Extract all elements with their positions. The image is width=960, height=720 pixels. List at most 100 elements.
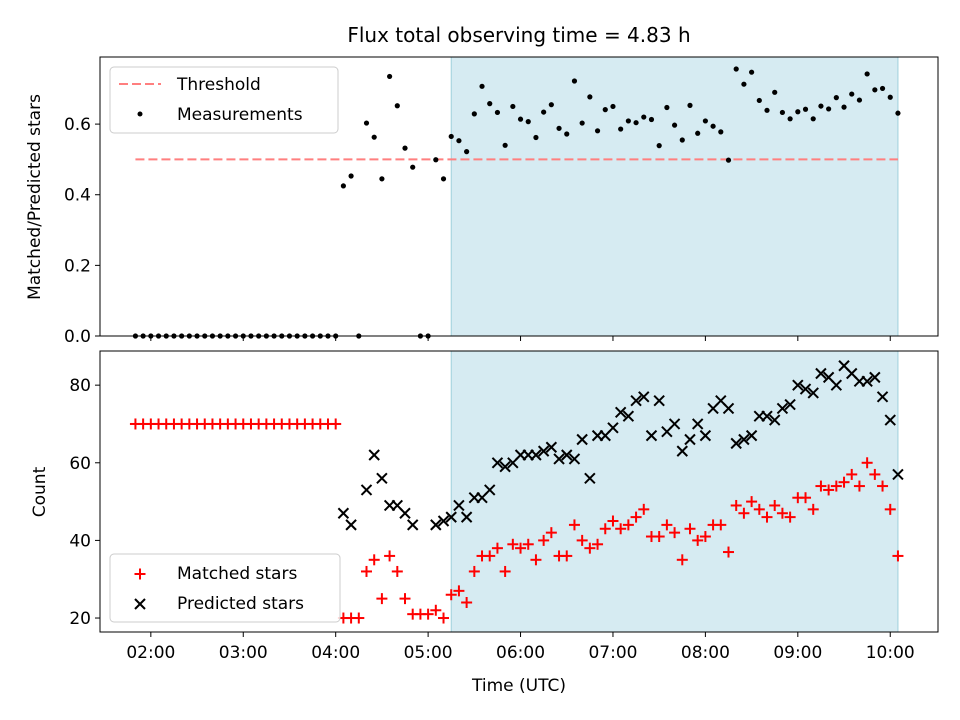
x-tick-label: 06:00: [496, 643, 545, 663]
predicted-star-point: [445, 511, 457, 523]
matched-star-point: [515, 542, 527, 554]
observing-window-shade: [450, 56, 899, 337]
predicted-star-point: [876, 391, 889, 403]
x-tick-label: 09:00: [773, 643, 822, 663]
predicted-star-point: [460, 511, 473, 523]
matched-star-point: [776, 507, 788, 519]
predicted-star-point: [730, 437, 742, 450]
predicted-star-point: [368, 449, 380, 461]
matched-star-point: [484, 550, 496, 562]
measurement-point: [410, 164, 416, 170]
measurement-point: [695, 130, 701, 136]
matched-star-point: [376, 593, 388, 605]
matched-star-point: [815, 480, 827, 492]
matched-star-point: [723, 546, 734, 558]
matched-star-point: [592, 538, 604, 550]
measurement-point: [841, 104, 847, 110]
measurement-point: [387, 73, 393, 80]
predicted-star-point: [691, 418, 704, 430]
measurement-point: [856, 97, 863, 103]
predicted-star-point: [576, 433, 588, 446]
predicted-star-point: [769, 414, 781, 426]
matched-star-point: [561, 550, 573, 562]
measurement-point: [749, 69, 755, 75]
matched-star-point: [738, 507, 750, 519]
predicted-star-point: [861, 375, 873, 387]
measurement-point: [648, 116, 655, 123]
count-panel: 20 40 60 80 02:00 03:00 04:00 05:00 06:00 07:00 08…: [30, 350, 939, 696]
measurement-point: [679, 137, 685, 143]
predicted-star-point: [815, 367, 827, 380]
measurement-point: [687, 102, 693, 108]
measurement-point: [494, 109, 501, 116]
predicted-star-point: [545, 441, 558, 453]
ratio-axis-ticks: 0.0 0.2 0.4 0.6: [64, 115, 891, 347]
predicted-star-point: [722, 402, 735, 415]
matched-star-point: [453, 585, 465, 597]
count-legend: Matched stars Predicted stars: [109, 553, 341, 623]
predicted-star-point: [553, 453, 565, 465]
predicted-star-point: [699, 429, 712, 442]
matched-star-point: [661, 519, 673, 531]
predicted-star-point: [668, 418, 681, 430]
measurement-point: [587, 94, 593, 100]
legend-matched-swatch: [134, 568, 146, 580]
count-y-tick-label: 60: [69, 454, 91, 474]
matched-star-point: [807, 503, 819, 515]
predicted-star-point: [761, 410, 773, 422]
matched-star-point: [599, 523, 611, 535]
predicted-star-point: [653, 394, 665, 407]
matched-star-point: [491, 542, 503, 554]
measurement-point: [718, 129, 724, 135]
measurement-point: [879, 85, 886, 92]
matched-star-point: [869, 468, 881, 480]
predicted-star-point: [807, 387, 819, 399]
predicted-star-point: [376, 472, 388, 485]
matched-star-point: [391, 565, 403, 577]
measurement-point: [895, 110, 901, 116]
matched-star-point: [622, 519, 634, 531]
measurement-point: [725, 157, 732, 163]
measurement-point: [602, 107, 608, 113]
x-tick-label: 05:00: [404, 643, 453, 663]
ratio-y-tick-label: 0.2: [64, 256, 91, 276]
measurement-point: [702, 118, 708, 124]
measurement-point: [826, 106, 832, 112]
predicted-star-point: [437, 515, 450, 527]
x-tick-label: 04:00: [311, 643, 360, 663]
x-axis-label: Time (UTC): [471, 676, 566, 696]
matched-star-point: [530, 554, 542, 566]
predicted-star-point: [676, 445, 688, 457]
matched-star-point: [330, 418, 342, 430]
matched-star-point: [761, 511, 773, 523]
observing-window-shade-lower: [450, 350, 899, 633]
measurement-point: [371, 134, 377, 140]
measurement-point: [502, 142, 508, 148]
predicted-star-point: [491, 457, 504, 469]
measurement-point: [594, 128, 601, 134]
measurement-point: [348, 173, 354, 179]
matched-stars-points: [129, 418, 904, 624]
measurement-point: [802, 106, 809, 112]
matched-star-point: [699, 531, 711, 543]
predicted-star-point: [684, 433, 696, 446]
count-y-tick-label: 80: [69, 376, 91, 396]
matched-star-point: [838, 476, 850, 488]
matched-star-point: [368, 554, 380, 566]
predicted-star-point: [645, 429, 658, 442]
measurement-point: [394, 103, 400, 109]
matched-star-point: [784, 511, 796, 523]
measurement-point: [533, 134, 539, 141]
matched-star-point: [823, 484, 835, 496]
legend-matched-marker: [134, 568, 146, 580]
matched-star-point: [730, 499, 742, 511]
measurement-point: [548, 102, 554, 108]
matched-star-point: [461, 597, 473, 609]
measurement-point: [479, 83, 485, 89]
x-tick-label: 07:00: [588, 643, 637, 663]
matched-star-point: [568, 519, 580, 531]
predicted-star-point: [484, 484, 496, 496]
predicted-star-point: [607, 422, 619, 434]
predicted-stars-points: [337, 360, 904, 531]
legend-measurements-swatch: [137, 111, 143, 117]
